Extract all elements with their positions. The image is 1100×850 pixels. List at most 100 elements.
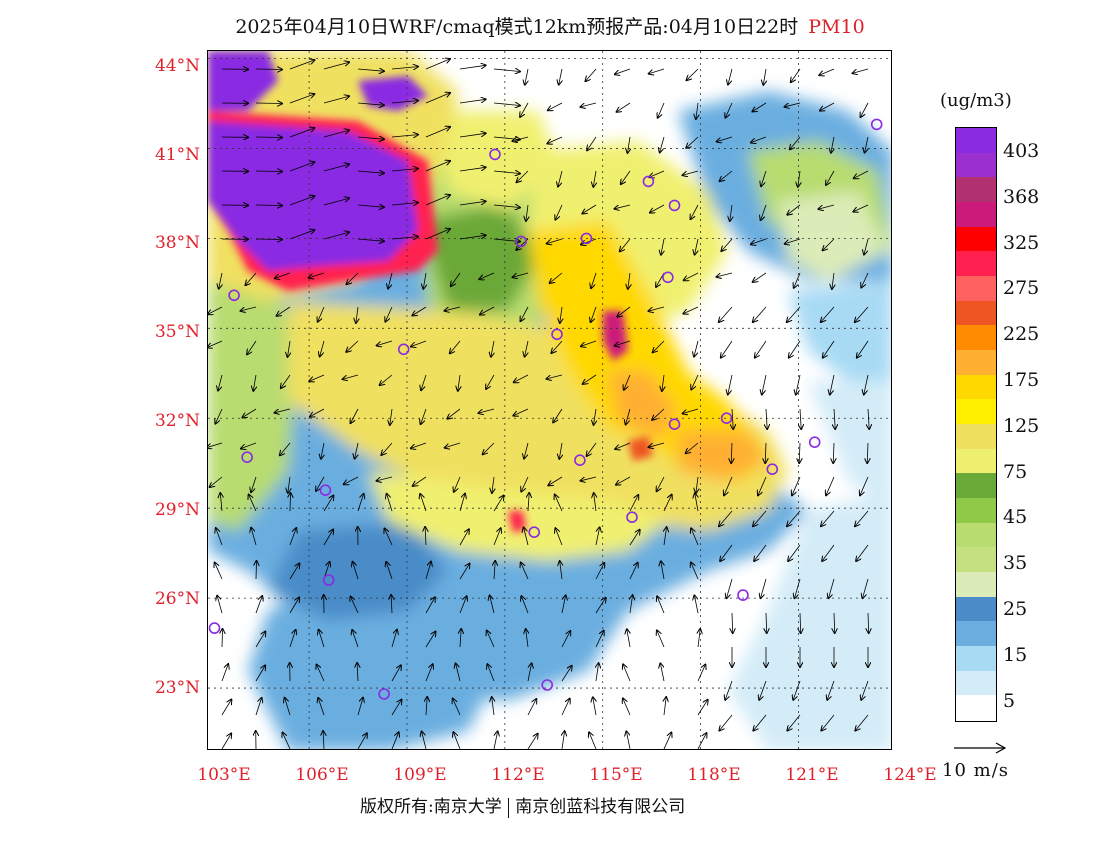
wind-arrow <box>241 442 257 449</box>
wind-arrow <box>323 62 349 70</box>
wind-arrow <box>587 442 597 456</box>
wind-arrow <box>454 476 461 492</box>
wind-arrow <box>657 631 665 648</box>
wind-arrow <box>720 170 733 181</box>
color-swatch <box>956 621 996 647</box>
wind-arrow <box>391 135 418 137</box>
wind-arrow <box>731 442 732 463</box>
city-marker <box>528 526 541 539</box>
wind-arrow <box>459 65 486 70</box>
wind-arrow <box>687 68 699 80</box>
wind-arrow <box>787 510 801 526</box>
wind-arrow <box>660 136 665 152</box>
wind-arrow <box>629 530 640 546</box>
wind-arrow <box>220 493 222 512</box>
wind-arrow <box>423 272 426 289</box>
wind-arrow <box>377 476 393 481</box>
wind-arrow <box>459 99 486 104</box>
wind-arrow <box>555 204 563 220</box>
wind-arrow <box>766 408 767 429</box>
lat-label-35: 35°N <box>154 322 200 342</box>
wind-arrow <box>822 544 835 561</box>
wind-arrow <box>426 697 427 716</box>
wind-arrow <box>697 733 707 749</box>
wind-arrow <box>628 136 631 153</box>
wind-arrow <box>798 170 800 187</box>
wind-arrow <box>653 340 665 352</box>
wind-arrow <box>524 442 529 459</box>
wind-arrow <box>453 699 461 716</box>
wind-arrow <box>242 408 257 418</box>
wind-arrow <box>794 272 801 288</box>
wind-arrow <box>758 476 767 495</box>
city-marker <box>642 175 655 188</box>
lon-label-103: 103°E <box>197 765 251 785</box>
wind-arrow <box>208 306 223 314</box>
wind-arrow <box>762 374 767 395</box>
wind-arrow <box>514 374 529 382</box>
wind-arrow <box>593 697 596 716</box>
wind-arrow <box>386 562 393 580</box>
wind-arrow <box>820 102 835 111</box>
reference-wind-label: 10 m/s <box>942 760 1009 781</box>
wind-arrow <box>391 665 401 682</box>
wind-arrow <box>763 68 766 85</box>
wind-arrow <box>391 101 418 103</box>
wind-arrow <box>251 476 257 492</box>
legend-level-label: 35 <box>1003 552 1028 575</box>
wind-arrow <box>799 442 800 463</box>
wind-arrow <box>615 340 631 346</box>
wind-arrow <box>753 714 767 731</box>
wind-arrow <box>792 476 801 495</box>
wind-arrow <box>492 476 494 493</box>
legend-level-label: 175 <box>1003 369 1040 391</box>
wind-arrow <box>323 496 333 512</box>
wind-arrow <box>727 578 733 598</box>
wind-arrow <box>357 171 384 173</box>
wind-arrow <box>357 137 384 139</box>
color-swatch <box>956 572 996 598</box>
wind-arrow <box>728 374 733 395</box>
wind-arrow <box>357 494 364 512</box>
color-swatch <box>956 177 996 203</box>
wind-arrow <box>316 476 325 491</box>
wind-arrow <box>249 495 257 512</box>
wind-arrow <box>391 169 418 171</box>
city-marker <box>541 679 554 691</box>
wind-arrow <box>218 374 223 391</box>
wind-arrow <box>855 306 869 322</box>
wind-arrow <box>256 561 257 580</box>
wind-arrow <box>785 238 801 244</box>
legend-level-label: 225 <box>1003 323 1040 346</box>
wind-arrow <box>652 408 665 420</box>
title-pollutant: PM10 <box>808 16 865 38</box>
wind-arrow <box>826 170 835 185</box>
lon-label-124: 124°E <box>883 765 937 785</box>
wind-arrow <box>351 597 359 614</box>
city-marker <box>720 412 733 425</box>
legend-level-label: 75 <box>1003 460 1028 483</box>
wind-arrow <box>412 306 427 316</box>
wind-arrow <box>486 374 495 389</box>
lat-label-44: 44°N <box>154 56 200 76</box>
wind-arrow <box>800 408 801 429</box>
wind-arrow <box>459 596 467 614</box>
wind-arrow <box>547 374 563 379</box>
wind-arrow <box>527 663 532 682</box>
wind-arrow <box>289 230 314 240</box>
lat-label-23: 23°N <box>154 678 200 698</box>
wind-arrow <box>425 664 433 682</box>
wind-arrow <box>624 374 631 390</box>
wind-arrow <box>819 68 835 75</box>
wind-arrow <box>289 528 296 546</box>
lat-label-29: 29°N <box>154 500 200 520</box>
wind-arrow <box>864 238 869 255</box>
wind-arrow <box>525 340 528 357</box>
wind-arrow <box>686 442 699 453</box>
city-marker <box>551 328 563 341</box>
wind-arrow <box>661 561 664 580</box>
wind-arrow <box>755 340 767 358</box>
wind-arrow <box>664 697 666 716</box>
wind-arrow <box>391 630 397 648</box>
wind-arrow <box>629 563 638 580</box>
